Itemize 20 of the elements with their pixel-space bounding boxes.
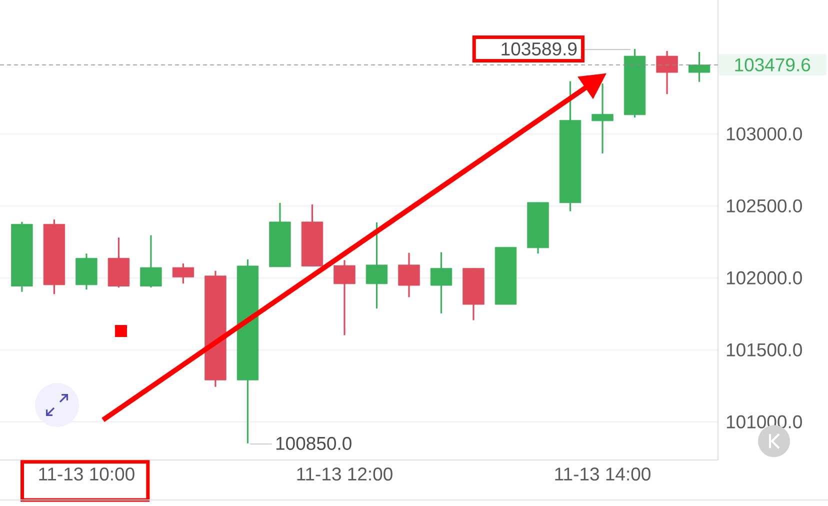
candlestick — [140, 234, 162, 288]
annotation: 103589.9 — [502, 42, 577, 56]
candlestick — [366, 222, 388, 310]
y-tick-label: 101000.0 — [726, 415, 802, 428]
x-tick-label: 11-13 14:00 — [555, 468, 650, 481]
y-tick-label: 101500.0 — [726, 343, 802, 356]
candlestick — [656, 50, 678, 95]
y-tick-label: 102500.0 — [726, 199, 802, 212]
x-tick-label: 11-13 10:00 — [39, 468, 134, 481]
ref-line-label: 103479.6 — [735, 58, 810, 72]
candlestick — [398, 252, 420, 298]
annotation: 100850.0 — [276, 436, 352, 450]
x-tick-label: 11-13 12:00 — [297, 468, 392, 481]
candlestick — [592, 82, 614, 154]
y-tick-label: 103000.0 — [726, 127, 802, 140]
candlestick — [430, 251, 452, 314]
candlestick — [172, 262, 194, 284]
candlestick — [688, 51, 710, 83]
candlestick — [334, 259, 356, 336]
y-tick-label: 102000.0 — [726, 271, 802, 284]
